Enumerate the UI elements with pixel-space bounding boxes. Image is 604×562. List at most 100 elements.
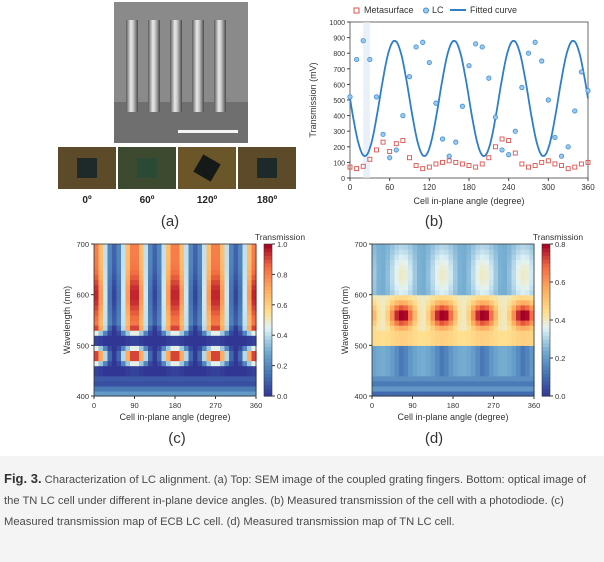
heatmap-cell — [233, 284, 239, 291]
heatmap-cell — [238, 355, 244, 362]
heatmap-cell — [193, 304, 199, 311]
heatmap-cell — [408, 244, 414, 250]
heatmap-cell — [107, 249, 113, 255]
heatmap-cell — [166, 274, 172, 281]
heatmap-cell — [125, 259, 131, 265]
heatmap-cell — [457, 375, 463, 382]
heatmap-cell — [166, 355, 172, 362]
heatmap-cell — [116, 380, 122, 387]
heatmap-cell — [130, 309, 136, 316]
heatmap-cell — [215, 244, 221, 250]
heatmap-cell — [484, 259, 490, 265]
heatmap-cell — [480, 320, 486, 326]
heatmap-cell — [439, 340, 445, 346]
heatmap-cell — [372, 284, 378, 291]
heatmap-cell — [444, 360, 450, 367]
heatmap-cell — [444, 299, 450, 306]
heatmap-cell — [480, 375, 486, 382]
heatmap-cell — [188, 365, 194, 372]
heatmap-cell — [238, 274, 244, 281]
heatmap-cell — [426, 299, 432, 306]
heatmap-cell — [385, 294, 391, 301]
heatmap-cell — [381, 330, 387, 336]
heatmap-cell — [175, 294, 181, 301]
heatmap-cell — [143, 254, 149, 260]
heatmap-cell — [471, 259, 477, 265]
heatmap-cell — [125, 370, 131, 377]
heatmap-cell — [238, 254, 244, 260]
heatmap-cell — [489, 330, 495, 336]
heatmap-cell — [206, 249, 212, 255]
x-axis-label: Cell in-plane angle (degree) — [397, 412, 508, 422]
heatmap-cell — [161, 304, 167, 311]
y-tick-label: 700 — [354, 240, 367, 249]
heatmap-cell — [525, 309, 531, 316]
heatmap-cell — [179, 375, 185, 382]
heatmap-cell — [193, 375, 199, 382]
heatmap-cell — [453, 390, 459, 397]
heatmap-cell — [403, 249, 409, 255]
legend-marker-metasurface — [353, 7, 360, 14]
heatmap-cell — [489, 259, 495, 265]
heatmap-cell — [399, 325, 405, 331]
heatmap-cell — [484, 294, 490, 301]
heatmap-cell — [251, 340, 257, 346]
heatmap-cell — [116, 294, 122, 301]
heatmap-cell — [148, 254, 154, 260]
heatmap-cell — [498, 309, 504, 316]
heatmap-cell — [184, 294, 190, 301]
heatmap-cell — [242, 390, 248, 397]
heatmap-cell — [188, 249, 194, 255]
heatmap-cell — [238, 289, 244, 296]
heatmap-cell — [417, 380, 423, 387]
heatmap-cell — [453, 340, 459, 346]
heatmap-cell — [121, 380, 127, 387]
heatmap-cell — [215, 304, 221, 311]
heatmap-cell — [116, 249, 122, 255]
heatmap-cell — [184, 269, 190, 275]
heatmap-cell — [475, 309, 481, 316]
lc-point — [532, 39, 538, 45]
heatmap-cell — [98, 375, 104, 382]
heatmap-cell — [390, 370, 396, 377]
heatmap-cell — [211, 355, 217, 362]
heatmap-cell — [166, 284, 172, 291]
heatmap-cell — [125, 284, 131, 291]
heatmap-cell — [103, 304, 109, 311]
heatmap-cell — [430, 299, 436, 306]
heatmap-cell — [247, 365, 253, 372]
heatmap-cell — [125, 335, 131, 341]
heatmap-cell — [376, 340, 382, 346]
heatmap-cell — [529, 304, 535, 311]
heatmap-cell — [394, 309, 400, 316]
heatmap-cell — [139, 355, 145, 362]
heatmap-cell — [143, 299, 149, 306]
heatmap-cell — [116, 289, 122, 296]
heatmap-cell — [403, 340, 409, 346]
heatmap-cell — [197, 254, 203, 260]
y-tick-label: 900 — [333, 36, 345, 43]
heatmap-cell — [229, 335, 235, 341]
heatmap-cell — [453, 254, 459, 260]
heatmap-cell — [394, 340, 400, 346]
heatmap-cell — [148, 370, 154, 377]
heatmap-cell — [498, 284, 504, 291]
heatmap-cell — [215, 350, 221, 357]
heatmap-cell — [157, 325, 163, 331]
lc-point — [459, 103, 465, 109]
heatmap-cell — [412, 355, 418, 362]
heatmap-cell — [489, 355, 495, 362]
heatmap-cell — [498, 390, 504, 397]
heatmap-cell — [417, 340, 423, 346]
heatmap-cell — [220, 380, 226, 387]
heatmap-cell — [134, 355, 140, 362]
heatmap-cell — [98, 309, 104, 316]
heatmap-cell — [390, 350, 396, 357]
lc-point — [347, 94, 353, 100]
heatmap-cell — [152, 284, 158, 291]
heatmap-cell — [390, 284, 396, 291]
heatmap-cell — [179, 350, 185, 357]
x-tick-label: 60 — [385, 183, 394, 192]
heatmap-cell — [529, 279, 535, 286]
heatmap-cell — [175, 340, 181, 346]
